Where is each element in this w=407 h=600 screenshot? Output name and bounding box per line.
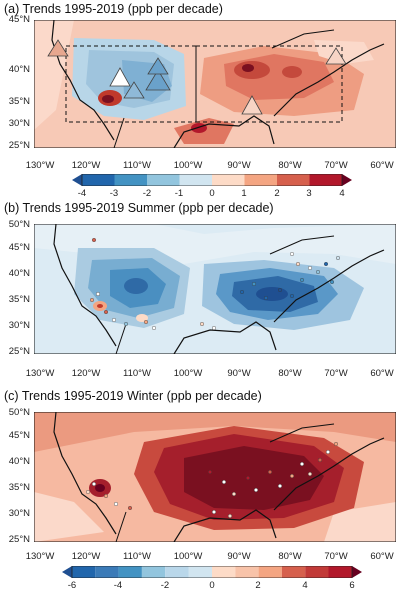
panel-a-lat-label: 40°N (8, 64, 30, 75)
panel-a-lat-label: 35°N (8, 96, 30, 107)
colorbar-bottom (62, 566, 362, 578)
panel-a-lon-label: 80°W (278, 160, 302, 171)
panel-a-map (34, 20, 396, 148)
panel-c-lat-label: 45°N (8, 430, 30, 441)
panel-b-title: (b) Trends 1995-2019 Summer (ppb per dec… (4, 201, 274, 215)
panel-a-lon-label: 90°W (227, 160, 251, 171)
panel-c-lat-label: 40°N (8, 456, 30, 467)
colorbar-bottom-tick: 4 (302, 580, 308, 591)
panel-b-lon-label: 100°W (173, 368, 203, 379)
panel-c-lon-label: 100°W (173, 551, 203, 562)
colorbar-top-tick: 0 (209, 188, 215, 199)
panel-c-lon-label: 130°W (25, 551, 55, 562)
colorbar-top-tick: -2 (142, 188, 152, 199)
panel-b-lat-label: 45°N (8, 242, 30, 253)
panel-a-lon-label: 120°W (71, 160, 101, 171)
panel-b-lon-label: 70°W (324, 368, 348, 379)
panel-a-lon-label: 60°W (370, 160, 394, 171)
panel-a-lon-label: 110°W (123, 160, 151, 171)
panel-a-lon-label: 70°W (324, 160, 348, 171)
colorbar-bottom-tick: 0 (209, 580, 215, 591)
panel-b-lat-label: 50°N (8, 219, 30, 230)
colorbar-bottom-tick: 2 (255, 580, 261, 591)
panel-c-map (34, 412, 396, 542)
colorbar-bottom-tick: -6 (67, 580, 77, 591)
panel-c-lon-label: 70°W (324, 551, 348, 562)
colorbar-top-tick: 4 (339, 188, 345, 199)
panel-c-lon-label: 120°W (71, 551, 101, 562)
panel-c-lat-label: 50°N (8, 407, 30, 418)
panel-a-lat-label: 25°N (8, 140, 30, 151)
panel-b-lon-label: 110°W (123, 368, 151, 379)
panel-b-lat-label: 30°N (8, 320, 30, 331)
colorbar-bottom-tick: -4 (113, 580, 123, 591)
colorbar-bottom-tick: -2 (160, 580, 170, 591)
panel-a-lon-label: 130°W (25, 160, 55, 171)
colorbar-bottom-tick: 6 (349, 580, 355, 591)
panel-b-lon-label: 60°W (370, 368, 394, 379)
panel-b-map (34, 224, 396, 354)
panel-c-title: (c) Trends 1995-2019 Winter (ppb per dec… (4, 389, 262, 403)
panel-b-lat-label: 25°N (8, 346, 30, 357)
panel-b-lat-label: 40°N (8, 268, 30, 279)
colorbar-top-tick: -4 (77, 188, 87, 199)
panel-b-lon-label: 90°W (227, 368, 251, 379)
panel-c-lon-label: 80°W (278, 551, 302, 562)
panel-a-lon-label: 100°W (173, 160, 203, 171)
colorbar-top-tick: 1 (241, 188, 247, 199)
colorbar-top-tick: -1 (174, 188, 184, 199)
panel-a-title: (a) Trends 1995-2019 (ppb per decade) (4, 2, 223, 16)
panel-b-lon-label: 80°W (278, 368, 302, 379)
panel-c-lat-label: 30°N (8, 508, 30, 519)
panel-b-lon-label: 130°W (25, 368, 55, 379)
colorbar-top-tick: -3 (109, 188, 119, 199)
panel-c-lat-label: 35°N (8, 482, 30, 493)
panel-b-lat-label: 35°N (8, 294, 30, 305)
panel-a-lat-label: 30°N (8, 118, 30, 129)
panel-c-lon-label: 110°W (123, 551, 151, 562)
panel-c-lon-label: 60°W (370, 551, 394, 562)
panel-c-lat-label: 25°N (8, 534, 30, 545)
colorbar-top (72, 174, 352, 186)
panel-b-lon-label: 120°W (71, 368, 101, 379)
colorbar-top-tick: 2 (274, 188, 280, 199)
panel-a-lat-label: 45°N (8, 14, 30, 25)
panel-c-lon-label: 90°W (227, 551, 251, 562)
colorbar-top-tick: 3 (306, 188, 312, 199)
